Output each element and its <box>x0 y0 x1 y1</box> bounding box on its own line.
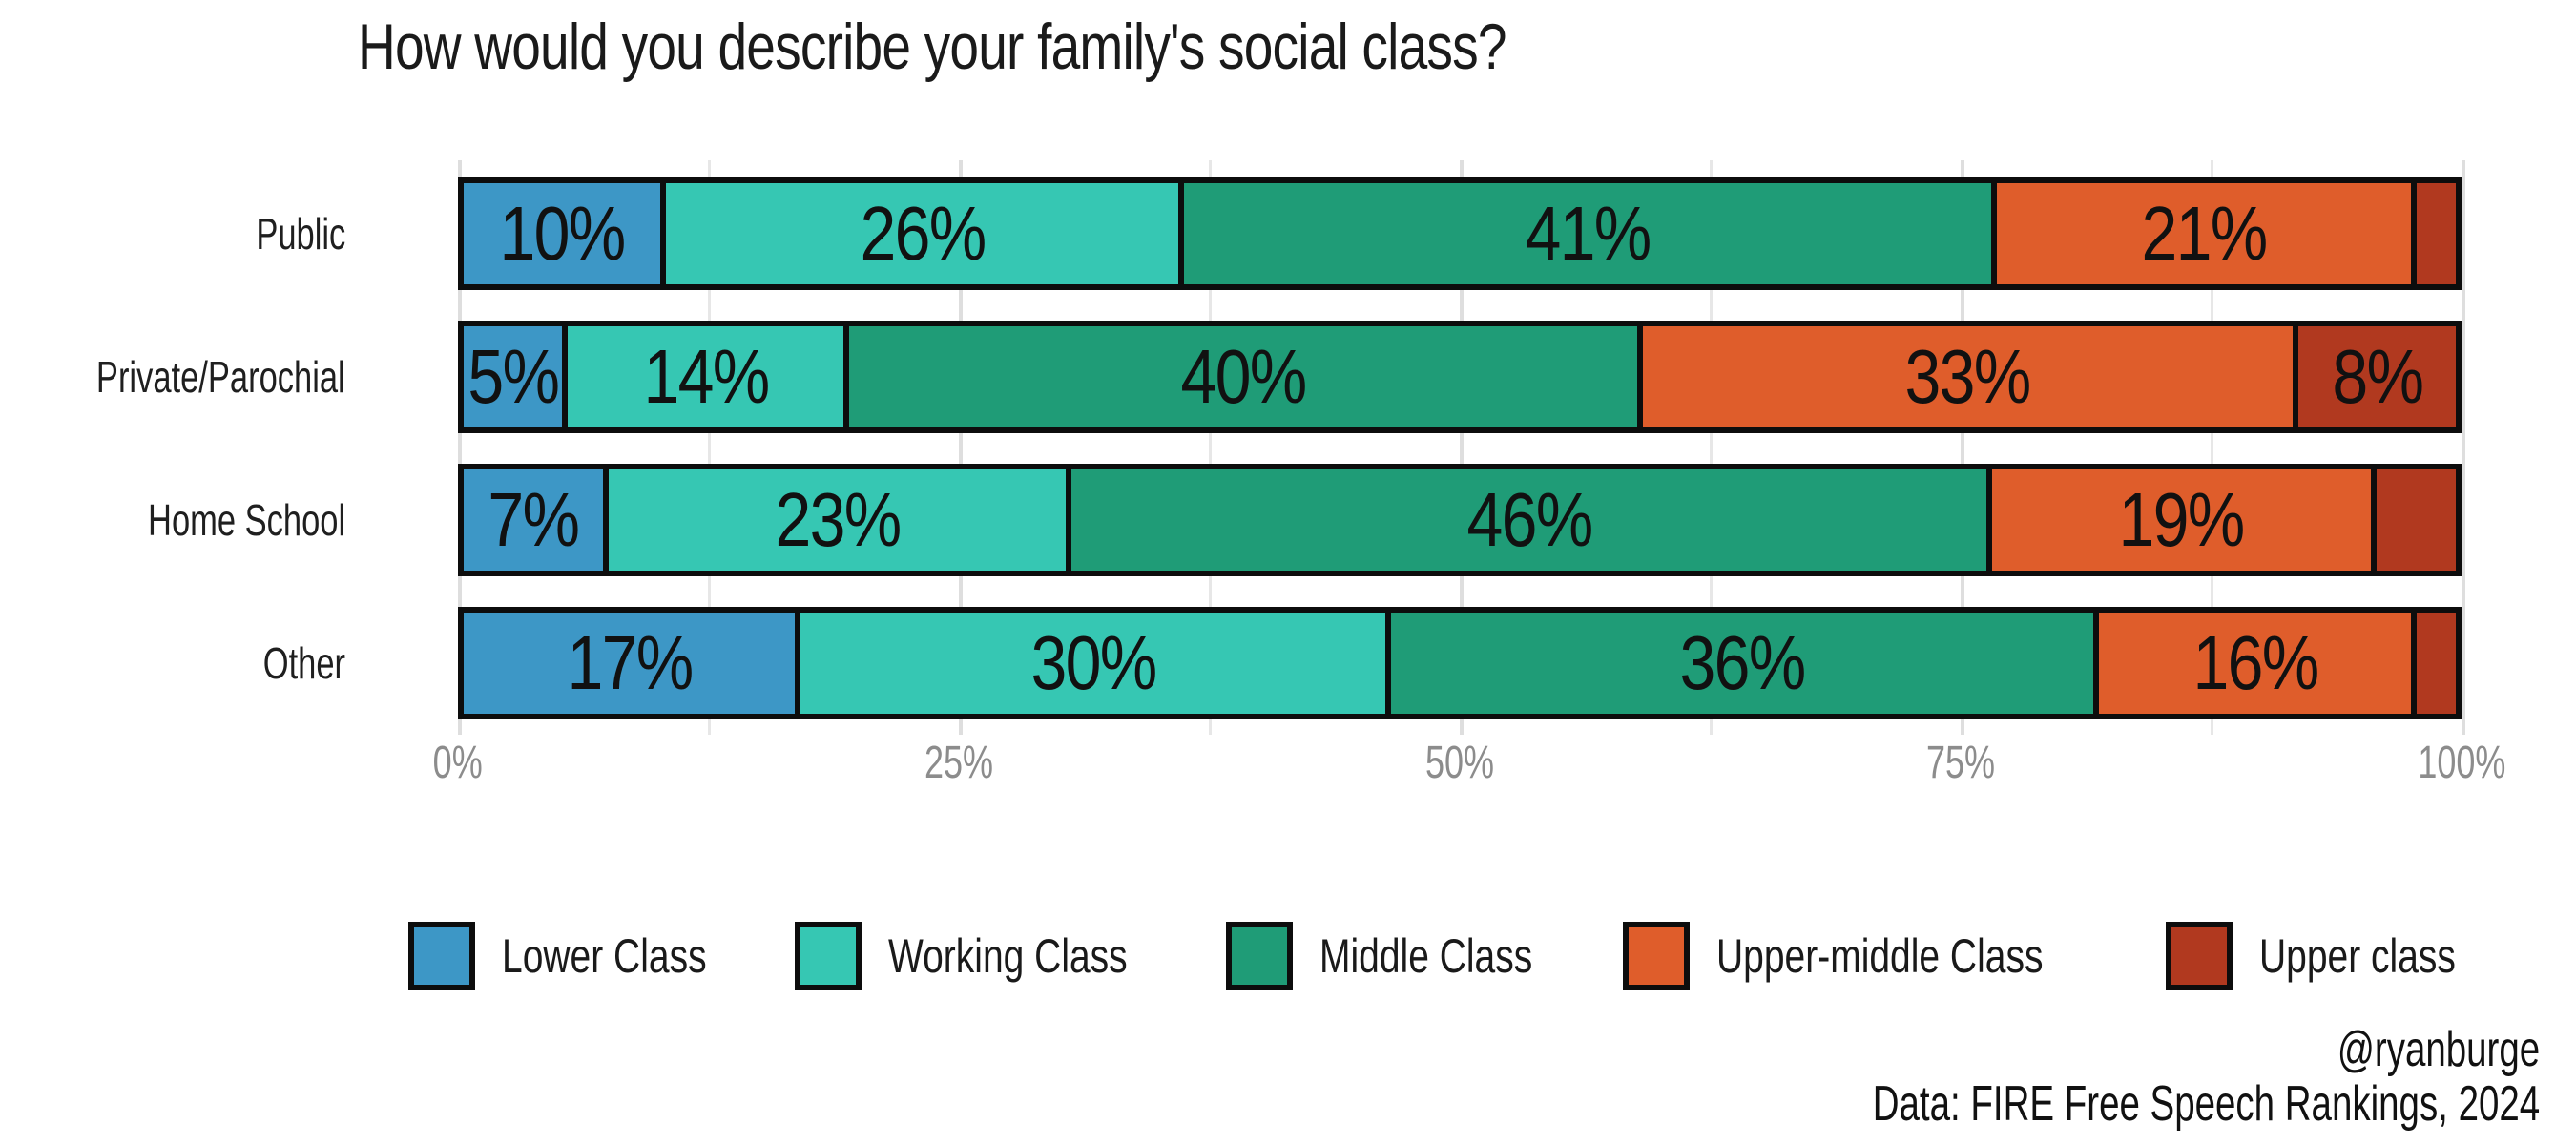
legend-label: Lower Class <box>502 929 707 983</box>
legend-swatch-lower-class <box>408 922 476 990</box>
chart-title: How would you describe your family's soc… <box>358 10 1507 83</box>
bar: 10% 26% 41% 21% <box>458 177 2462 290</box>
gridline <box>458 160 462 735</box>
segment-label: 46% <box>1466 477 1593 562</box>
bar-segment: 5% <box>464 326 563 427</box>
legend-item: Middle Class <box>1225 922 1592 990</box>
legend-item: Upper class <box>2165 922 2511 990</box>
segment-label: 16% <box>2192 620 2319 705</box>
segment-label: 14% <box>643 334 770 419</box>
segment-label: 17% <box>567 620 694 705</box>
segment-label: 36% <box>1679 620 1807 705</box>
bar: 7% 23% 46% 19% <box>458 464 2462 576</box>
segment-label: 5% <box>467 334 560 419</box>
attribution: @ryanburge Data: FIRE Free Speech Rankin… <box>1638 1023 2540 1132</box>
legend-item: Upper-middle Class <box>1622 922 2135 990</box>
bar-segment: 19% <box>1986 469 2371 571</box>
segment-label: 8% <box>2331 334 2424 419</box>
gridline <box>2211 160 2213 735</box>
legend-swatch-working-class <box>795 922 862 990</box>
segment-label: 23% <box>775 477 902 562</box>
legend-label: Upper class <box>2258 929 2456 983</box>
gridline <box>2462 160 2465 735</box>
legend-label: Middle Class <box>1319 929 1532 983</box>
segment-label: 33% <box>1904 334 2032 419</box>
bar-segment <box>2411 613 2456 714</box>
x-axis-tick-label: 25% <box>924 738 994 788</box>
segment-label: 21% <box>2141 191 2268 276</box>
attribution-handle: @ryanburge <box>2337 1022 2540 1077</box>
x-axis-tick-label: 100% <box>2417 738 2506 788</box>
gridline <box>1209 160 1212 735</box>
bar-row: Public 10% 26% 41% 21% <box>0 177 2576 290</box>
bar-segment: 46% <box>1066 469 1987 571</box>
category-label: Home School <box>147 495 345 545</box>
legend-swatch-upper-class <box>2165 922 2233 990</box>
x-axis-tick-label: 0% <box>432 738 484 788</box>
legend: Lower Class Working Class Middle Class U… <box>408 918 2462 994</box>
gridline <box>1710 160 1713 735</box>
category-label: Public <box>256 209 345 259</box>
segment-label: 26% <box>860 191 987 276</box>
legend-item: Working Class <box>795 922 1195 990</box>
attribution-source: Data: FIRE Free Speech Rankings, 2024 <box>1872 1076 2540 1132</box>
legend-label: Upper-middle Class <box>1715 929 2044 983</box>
bar-segment: 21% <box>1991 183 2411 284</box>
gridline <box>1460 160 1464 735</box>
bar-segment: 26% <box>660 183 1179 284</box>
gridline <box>1961 160 1964 735</box>
bar-segment: 16% <box>2093 613 2412 714</box>
bar-segment <box>2410 183 2456 284</box>
category-label: Other <box>262 638 345 688</box>
category-label: Private/Parochial <box>96 352 345 402</box>
bar-segment: 30% <box>795 613 1386 714</box>
bar: 5% 14% 40% 33% 8% <box>458 321 2462 433</box>
legend-item: Lower Class <box>408 922 764 990</box>
bar-row: Other 17% 30% 36% 16% <box>0 607 2576 719</box>
segment-label: 19% <box>2119 477 2246 562</box>
x-axis-tick-label: 50% <box>1424 738 1495 788</box>
gridline <box>708 160 711 735</box>
bar-segment: 8% <box>2292 326 2456 427</box>
bar-segment: 40% <box>843 326 1637 427</box>
gridline <box>959 160 963 735</box>
bar: 17% 30% 36% 16% <box>458 607 2462 719</box>
legend-label: Working Class <box>888 929 1128 983</box>
legend-swatch-upper-middle-class <box>1622 922 1690 990</box>
bar-segment: 10% <box>464 183 661 284</box>
bar-row: Private/Parochial 5% 14% 40% 33% 8% <box>0 321 2576 433</box>
segment-label: 40% <box>1180 334 1307 419</box>
bar-segment: 14% <box>562 326 844 427</box>
bar-segment: 41% <box>1178 183 1992 284</box>
legend-swatch-middle-class <box>1225 922 1293 990</box>
bar-segment: 36% <box>1385 613 2094 714</box>
segment-label: 10% <box>499 191 627 276</box>
bar-segment: 7% <box>464 469 603 571</box>
bar-segment <box>2370 469 2456 571</box>
segment-label: 30% <box>1030 620 1157 705</box>
bar-segment: 23% <box>602 469 1067 571</box>
x-axis-tick-label: 75% <box>1925 738 1996 788</box>
bar-segment: 33% <box>1636 326 2293 427</box>
bar-row: Home School 7% 23% 46% 19% <box>0 464 2576 576</box>
bar-segment: 17% <box>464 613 796 714</box>
segment-label: 41% <box>1525 191 1652 276</box>
segment-label: 7% <box>488 477 581 562</box>
